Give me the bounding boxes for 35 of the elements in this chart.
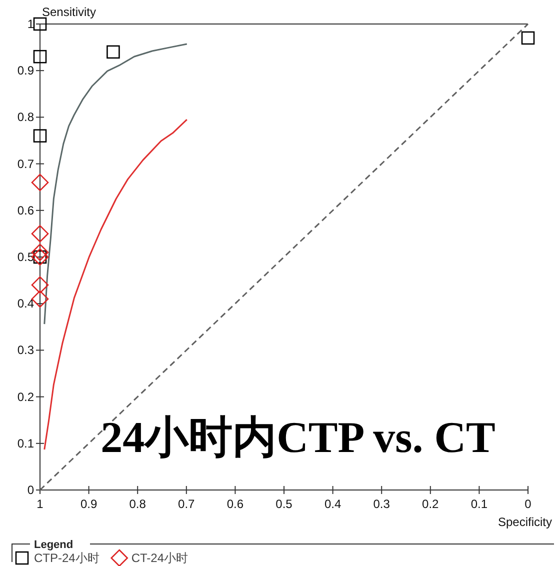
y-tick-label: 0 xyxy=(27,483,34,497)
x-tick-label: 0.5 xyxy=(276,497,293,511)
x-tick-label: 0.7 xyxy=(178,497,196,511)
y-tick-label: 0.6 xyxy=(17,203,34,218)
legend-title: Legend xyxy=(34,539,74,551)
point xyxy=(521,31,535,45)
x-tick-label: 1 xyxy=(36,497,44,511)
y-axis-title: Sensitivity xyxy=(42,5,96,19)
y-tick-label: 0.4 xyxy=(17,296,34,311)
x-tick-label: 0.6 xyxy=(226,497,244,511)
point xyxy=(31,276,49,294)
x-tick-label: 0 xyxy=(524,497,532,511)
x-tick-label: 0.2 xyxy=(422,497,440,511)
y-tick-label: 1 xyxy=(27,17,34,31)
x-tick-label: 0.9 xyxy=(80,497,98,511)
y-tick-label: 0.2 xyxy=(17,390,34,404)
point xyxy=(33,17,47,31)
y-tick-label: 0.1 xyxy=(17,436,34,450)
point xyxy=(31,174,49,192)
point xyxy=(31,225,49,242)
legend-label: CT-24小时 xyxy=(131,551,188,565)
y-tick-label: 0.3 xyxy=(17,343,34,358)
y-tick-label: 0.9 xyxy=(17,64,34,78)
y-tick-label: 0.7 xyxy=(17,156,34,171)
x-tick-label: 0.1 xyxy=(470,497,488,511)
point xyxy=(106,45,120,59)
y-tick-label: 0.8 xyxy=(17,110,34,124)
point xyxy=(33,50,47,64)
x-axis-title: Specificity xyxy=(498,515,552,529)
annotation: 24小时内CTP vs. CT xyxy=(100,413,496,462)
x-tick-label: 0.8 xyxy=(129,497,146,511)
x-tick-label: 0.4 xyxy=(324,497,342,511)
x-tick-label: 0.3 xyxy=(373,497,390,511)
point xyxy=(33,129,47,142)
legend-label: CTP-24小时 xyxy=(34,551,100,565)
